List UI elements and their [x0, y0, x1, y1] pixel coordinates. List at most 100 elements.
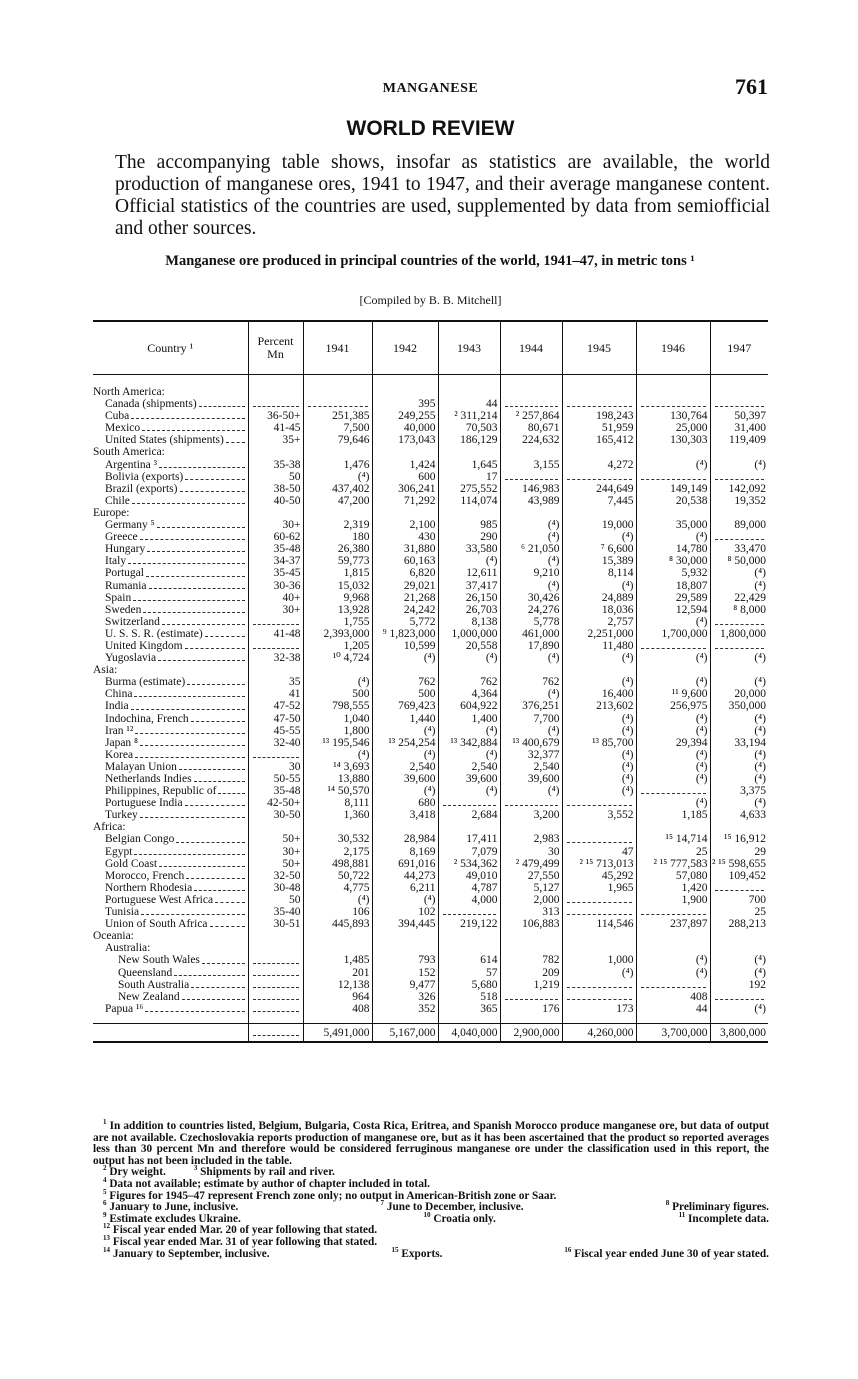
- cell: 24,242: [371, 603, 438, 616]
- cell: [709, 664, 768, 677]
- data-row: Argentina ³ 35-38 1,476 1,424 1,645 3,155 4,27…: [93, 458, 768, 471]
- data-row: South Australia 12,138 9,477 5,680 1,219 192: [93, 978, 768, 991]
- cell: 51,959: [561, 422, 636, 435]
- cell: 964: [302, 990, 372, 1003]
- footnote-mark: 12: [103, 1222, 110, 1231]
- cell: 8,111: [302, 797, 372, 810]
- country-wrap: Hungary: [105, 543, 245, 555]
- cell: 251,385: [302, 410, 372, 423]
- cell: ¹⁴ 3,693: [302, 760, 372, 773]
- cell: 33,194: [709, 736, 768, 749]
- data-row: Rumania 30-36 15,032 29,021 37,417 (⁴) (⁴) 18,8…: [93, 579, 768, 592]
- country-name: Morocco, French: [105, 869, 185, 882]
- cell: (⁴): [561, 712, 636, 725]
- cell: (⁴): [635, 724, 710, 737]
- cell: [709, 374, 768, 399]
- footnote-mark: 3: [193, 1164, 198, 1173]
- footnote: 14 January to September, inclusive.: [103, 1246, 270, 1261]
- data-row: Netherlands Indies 50-55 13,880 39,600 39,60…: [93, 773, 768, 786]
- cell: 173,043: [371, 434, 438, 447]
- cell: 6,211: [371, 881, 438, 894]
- cell: (⁴): [371, 652, 438, 665]
- cell: 3,700,000: [635, 1022, 710, 1043]
- empty-dash: [714, 398, 764, 408]
- cell: 47-52: [247, 700, 303, 713]
- empty-dash: [504, 398, 558, 408]
- cell: 30: [247, 760, 303, 773]
- country-cell: Tunisia: [93, 906, 248, 918]
- group-heading: North America:: [93, 386, 165, 398]
- cell: 186,129: [437, 434, 500, 447]
- footnote-text: January to September, inclusive.: [112, 1247, 270, 1260]
- country-cell: Italy: [93, 555, 248, 567]
- empty-dash: [252, 1027, 299, 1036]
- cell: 500: [371, 688, 438, 701]
- country-cell: Chile: [93, 495, 248, 507]
- cell: (⁴): [561, 531, 636, 544]
- cell: 219,122: [437, 918, 500, 931]
- group-row: Africa:: [93, 821, 768, 834]
- cell: 9,477: [371, 978, 438, 991]
- leader: [135, 756, 245, 758]
- cell: 25: [635, 845, 710, 858]
- cell: 4,260,000: [561, 1022, 636, 1043]
- cell: (⁴): [561, 785, 636, 798]
- intro-paragraph: The accompanying table shows, insofar as…: [115, 152, 770, 239]
- data-row: Portuguese West Africa 50 (⁴) (⁴) 4,000 2,000…: [93, 893, 768, 907]
- cell: 35-48: [247, 543, 303, 556]
- cell: 5,778: [499, 615, 562, 628]
- cell: 604,922: [437, 700, 500, 713]
- cell: 437,402: [302, 482, 372, 495]
- country-cell: Philippines, Republic of: [93, 785, 248, 797]
- cell: 1,360: [302, 809, 372, 822]
- cell: 9,210: [499, 567, 562, 580]
- column-header: 1947: [709, 320, 768, 375]
- data-row: Japan ⁸ 32-40 ¹³ 195,546 ¹³ 254,254 ¹³ 342,8…: [93, 736, 768, 749]
- country-name: Egypt: [105, 845, 133, 858]
- data-row: Bolivia (exports) 50 (⁴) 600 17: [93, 470, 768, 483]
- cell: [499, 821, 562, 834]
- cell: 42-50+: [247, 797, 303, 810]
- leader: [193, 781, 245, 783]
- cell: (⁴): [499, 519, 562, 532]
- cell: [709, 506, 768, 520]
- country-wrap: Canada (shipments): [105, 398, 245, 410]
- page-number: 761: [735, 74, 768, 99]
- cell: (⁴): [635, 615, 710, 628]
- cell: (⁴): [709, 760, 768, 773]
- cell: [561, 664, 636, 677]
- cell: 41-45: [247, 422, 303, 435]
- cell: 31,400: [709, 422, 768, 435]
- leader: [158, 660, 245, 662]
- cell: [247, 398, 303, 411]
- footnote: 1 In addition to countries listed, Belgi…: [93, 1119, 769, 1167]
- country-name: Germany ⁵: [105, 519, 155, 532]
- empty-dash: [566, 834, 632, 843]
- country-cell: Portuguese West Africa: [93, 894, 248, 906]
- leader: [185, 478, 245, 480]
- footnote-mark: 7: [380, 1199, 385, 1208]
- cell: (⁴): [709, 797, 768, 810]
- group-heading: Africa:: [93, 821, 126, 834]
- table-source: [Compiled by B. B. Mitchell]: [359, 293, 502, 307]
- cell: 28,984: [371, 833, 438, 846]
- cell: 20,558: [437, 639, 500, 653]
- cell: (⁴): [499, 555, 562, 568]
- cell: 79,646: [302, 434, 372, 447]
- cell: [561, 893, 636, 907]
- country-wrap: Cuba: [105, 410, 245, 422]
- group-heading: South America:: [93, 446, 165, 459]
- cell: [635, 978, 710, 991]
- cell: 350,000: [709, 700, 768, 713]
- cell: (⁴): [499, 652, 562, 665]
- country-cell: Queensland: [93, 967, 248, 979]
- cell: ² ¹⁵ 777,583: [635, 857, 710, 870]
- footnote-mark: 5: [103, 1187, 107, 1196]
- cell: (⁴): [371, 748, 438, 761]
- leader: [134, 696, 245, 698]
- cell: 1,700,000: [635, 627, 710, 640]
- cell: 213,602: [561, 700, 636, 713]
- footnote: 3 Shipments by rail and river.: [193, 1164, 335, 1179]
- data-row: Sweden 30+ 13,928 24,242 26,703 24,276 18,036 1…: [93, 603, 768, 616]
- cell: (⁴): [709, 458, 768, 471]
